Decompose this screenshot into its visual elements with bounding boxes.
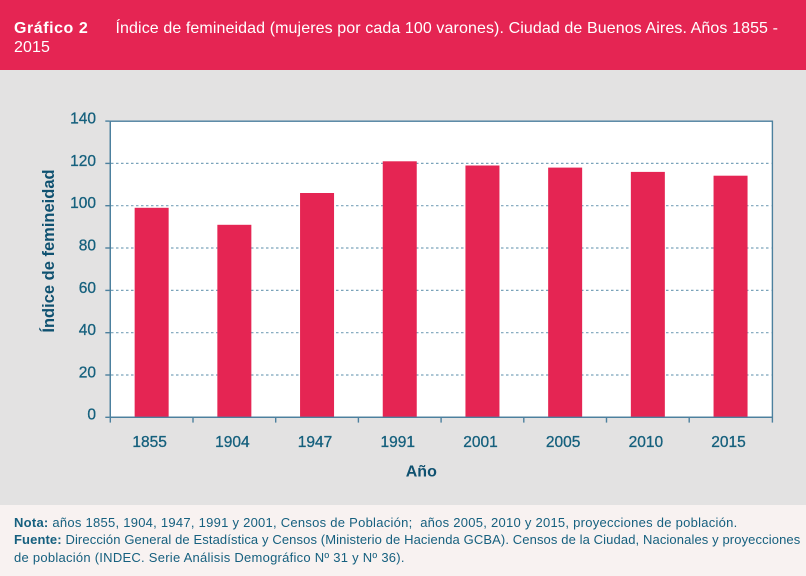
svg-text:1991: 1991 — [381, 434, 415, 451]
svg-text:120: 120 — [70, 153, 96, 170]
svg-text:20: 20 — [79, 364, 97, 381]
svg-text:100: 100 — [70, 195, 96, 212]
svg-text:1904: 1904 — [215, 434, 250, 451]
svg-text:2001: 2001 — [463, 434, 497, 451]
svg-text:60: 60 — [79, 280, 97, 297]
svg-text:1947: 1947 — [298, 434, 332, 451]
svg-text:2010: 2010 — [629, 434, 664, 451]
svg-text:Año: Año — [406, 464, 437, 481]
svg-text:140: 140 — [70, 111, 96, 128]
svg-text:2005: 2005 — [546, 434, 580, 451]
svg-text:40: 40 — [79, 322, 97, 339]
svg-text:80: 80 — [79, 237, 97, 254]
svg-text:0: 0 — [87, 407, 96, 424]
svg-text:Índice de femineidad: Índice de femineidad — [39, 169, 58, 332]
svg-text:2015: 2015 — [711, 434, 745, 451]
svg-text:1855: 1855 — [132, 434, 166, 451]
